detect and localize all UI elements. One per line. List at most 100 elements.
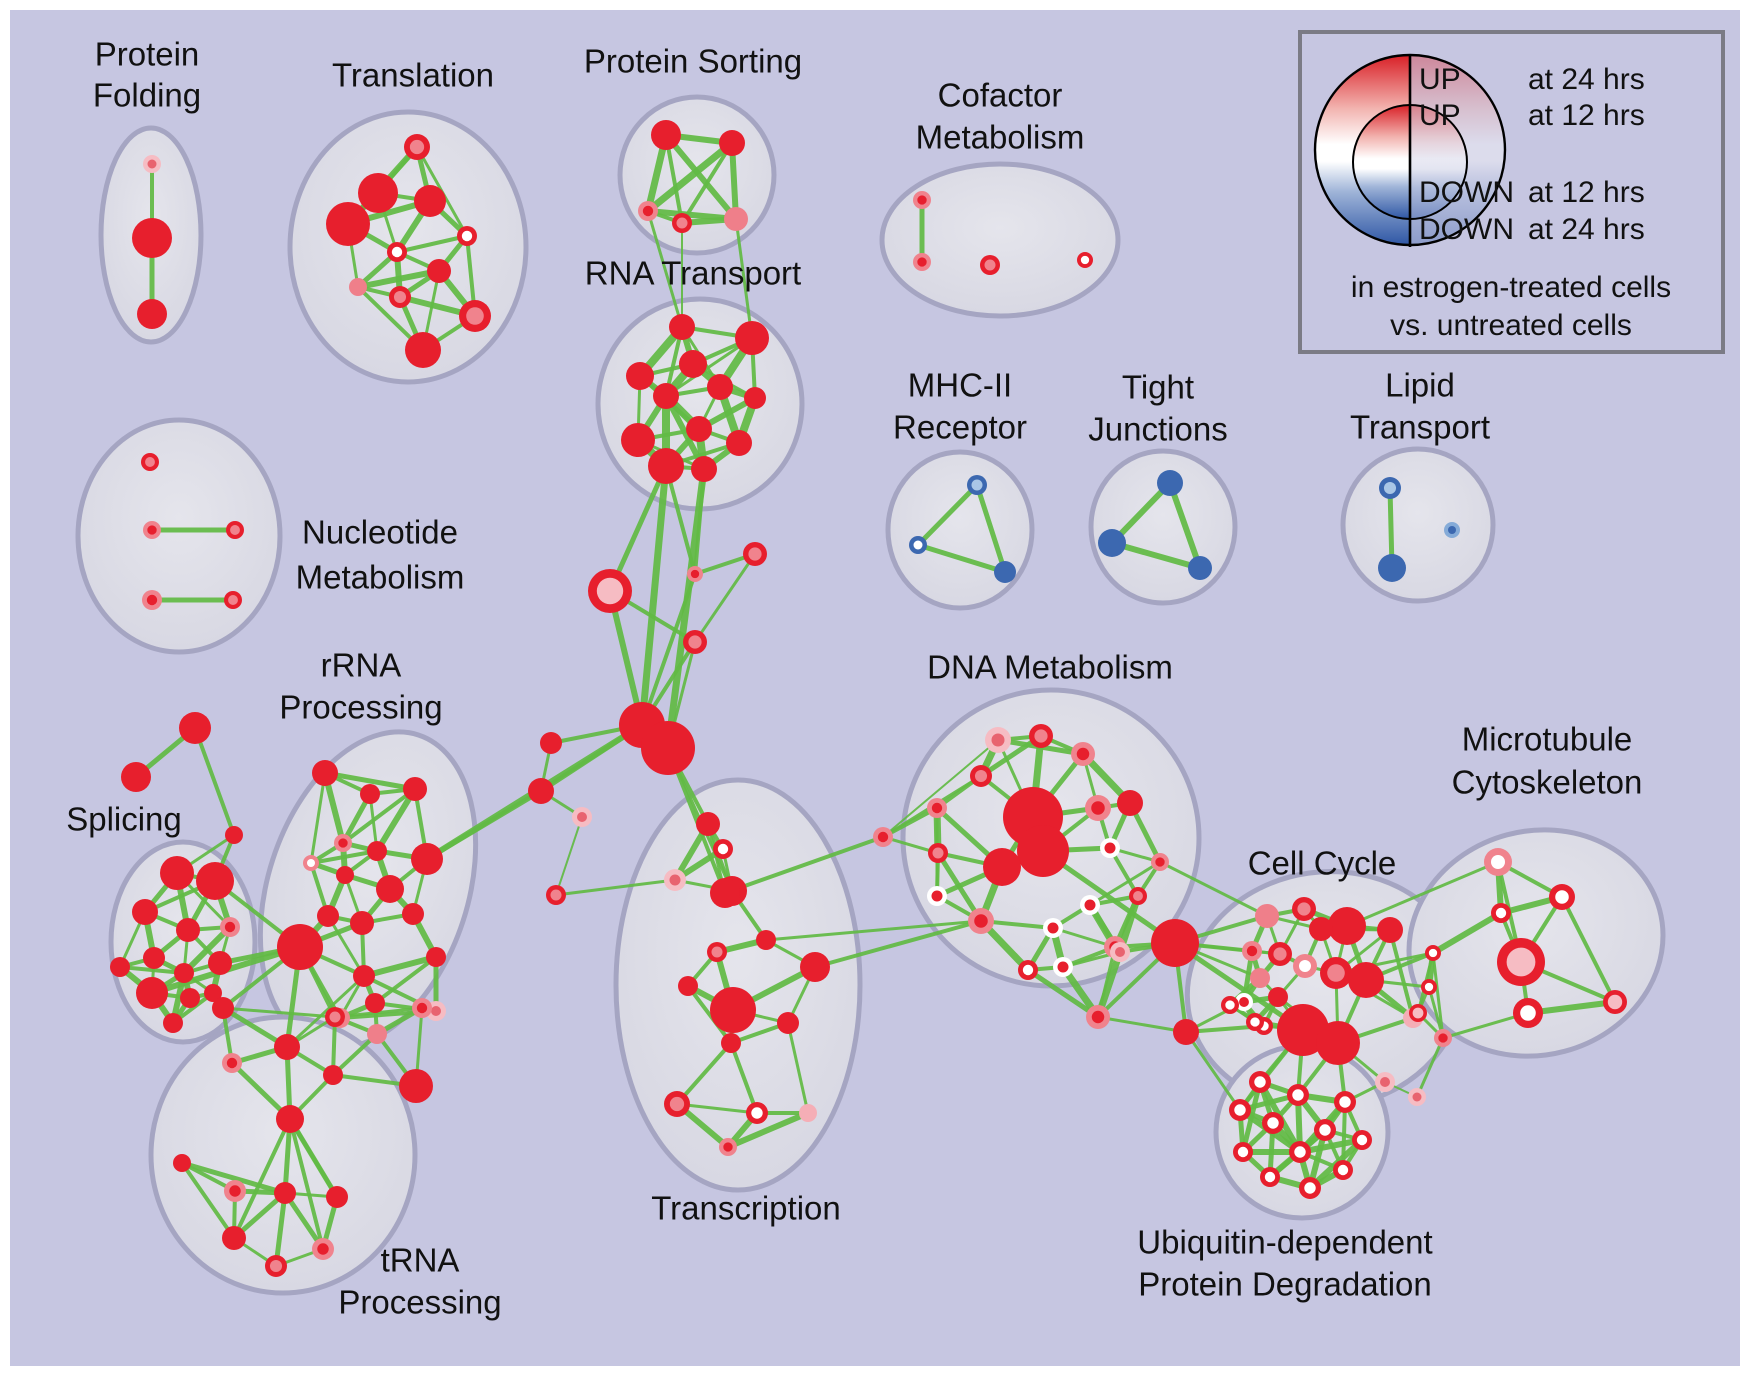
network-node: [403, 777, 427, 801]
network-node-core: [690, 569, 700, 579]
cluster-ellipse-lipid-transport: [1340, 446, 1496, 604]
legend-caption: in estrogen-treated cells: [1351, 271, 1671, 304]
network-node-core: [391, 246, 403, 258]
network-node-core: [416, 1002, 428, 1014]
network-node: [405, 332, 441, 368]
network-node-core: [1491, 855, 1505, 869]
network-node: [756, 930, 776, 950]
network-node: [648, 448, 684, 484]
network-node-core: [1091, 1010, 1105, 1024]
network-node-core: [676, 217, 688, 229]
network-edge: [786, 1021, 810, 1115]
network-node-core: [307, 859, 315, 867]
cluster-label-rrna-processing: rRNA: [321, 647, 402, 684]
network-edge: [734, 217, 754, 340]
network-node: [326, 1186, 348, 1208]
network-node: [160, 856, 194, 890]
network-node-core: [1319, 1124, 1331, 1136]
legend-ring-12h-right: [1410, 105, 1467, 219]
legend-texts: UP at 24 hrs UP at 12 hrs DOWN at 12 hrs DOWN a…: [1351, 63, 1671, 342]
network-node-core: [230, 525, 240, 535]
network-node-core: [1292, 1089, 1304, 1101]
network-node-core: [991, 733, 1005, 747]
network-node: [1377, 917, 1403, 943]
network-edge: [331, 1032, 379, 1077]
network-node-core: [1115, 947, 1125, 957]
cluster-label-nucleotide-metabolism: Nucleotide: [302, 514, 458, 551]
network-node-core: [1495, 907, 1507, 919]
network-node-core: [1234, 1104, 1246, 1116]
network-node-core: [577, 812, 587, 822]
network-edge: [282, 1190, 326, 1252]
legend-time-label: at 12 hrs: [1528, 99, 1645, 132]
network-edge: [355, 268, 442, 290]
network-node: [276, 1105, 304, 1133]
network-node: [540, 732, 562, 754]
network-node: [744, 387, 766, 409]
network-edge: [395, 234, 469, 254]
network-node-core: [1264, 1171, 1276, 1183]
network-node-core: [1246, 945, 1258, 957]
network-node: [353, 965, 375, 987]
legend-caption: vs. untreated cells: [1390, 309, 1632, 342]
network-node-core: [1506, 947, 1536, 977]
network-node: [1250, 968, 1270, 988]
network-node: [132, 218, 172, 258]
network-edge: [664, 336, 754, 398]
network-node-core: [1412, 1092, 1422, 1102]
cluster-label-trna-processing: Processing: [338, 1284, 501, 1321]
cluster-label-mhc-ii-receptor: MHC-II: [908, 367, 1012, 404]
legend-time-label: at 24 hrs: [1528, 63, 1645, 96]
network-node: [121, 762, 151, 792]
network-node-core: [329, 1011, 341, 1023]
network-edge: [978, 733, 1044, 779]
network-node: [777, 1012, 799, 1034]
network-node-core: [409, 139, 425, 155]
network-node: [641, 721, 695, 775]
cluster-label-splicing: Splicing: [66, 801, 182, 838]
network-node: [323, 1065, 343, 1085]
network-edge: [680, 141, 734, 225]
cluster-label-lipid-transport: Transport: [1350, 409, 1490, 446]
network-node-core: [1267, 1117, 1279, 1129]
network-edge: [664, 465, 708, 752]
network-edge: [193, 726, 236, 837]
network-node: [800, 952, 830, 982]
network-node: [1268, 987, 1288, 1007]
network-node-core: [431, 1006, 441, 1016]
network-node: [336, 866, 354, 884]
network-node: [1117, 790, 1143, 816]
network-node-core: [931, 890, 943, 902]
network-node: [724, 207, 748, 231]
legend-direction-label: UP: [1419, 63, 1461, 96]
network-node: [696, 812, 720, 836]
network-node: [411, 843, 443, 875]
network-edge: [729, 1041, 759, 1115]
network-node: [402, 903, 424, 925]
network-edge: [322, 770, 418, 792]
network-node: [349, 278, 367, 296]
network-edge: [646, 209, 684, 329]
network-edge: [675, 1102, 759, 1115]
cluster-label-protein-sorting: Protein Sorting: [584, 43, 802, 80]
network-edge: [644, 139, 736, 215]
nodes: [110, 120, 1627, 1277]
cluster-label-rna-transport: RNA Transport: [585, 255, 801, 292]
network-node: [651, 120, 681, 150]
network-node: [208, 951, 232, 975]
legend-direction-label: UP: [1419, 99, 1461, 132]
network-node-core: [317, 1243, 329, 1255]
network-node-core: [146, 594, 158, 606]
network-node-core: [1294, 1146, 1306, 1158]
network-edge: [974, 482, 1008, 575]
network-edge: [341, 787, 417, 845]
network-node: [1098, 529, 1126, 557]
network-node: [721, 1033, 741, 1053]
cluster-label-dna-metabolism: DNA Metabolism: [927, 649, 1173, 686]
cluster-label-cell-cycle: Cell Cycle: [1248, 845, 1397, 882]
network-node: [350, 911, 374, 935]
network-edge: [915, 482, 980, 548]
network-node-core: [229, 1185, 241, 1197]
network-node-core: [1327, 964, 1345, 982]
